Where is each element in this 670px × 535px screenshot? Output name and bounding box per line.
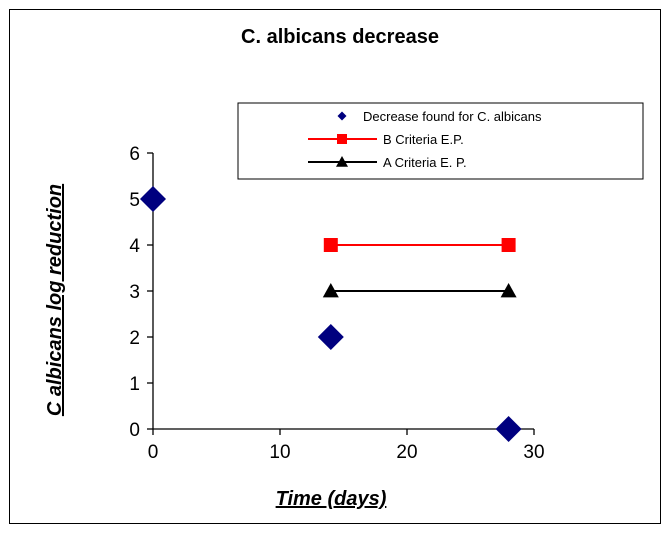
y-tick-label: 4 — [129, 236, 140, 257]
y-tick-label: 3 — [129, 282, 140, 303]
x-tick-labels: 0 10 20 30 — [148, 442, 545, 463]
series-square — [323, 238, 516, 252]
series-diamond — [140, 186, 522, 442]
axes — [147, 152, 535, 435]
legend-label: B Criteria E.P. — [383, 132, 464, 147]
series-layer — [140, 186, 522, 442]
legend-label: A Criteria E. P. — [383, 155, 467, 170]
y-tick-label: 5 — [129, 190, 140, 211]
y-tick-label: 1 — [129, 374, 140, 395]
x-axis-label: Time (days) — [276, 488, 387, 510]
data-point — [323, 238, 338, 252]
legend-marker — [337, 111, 347, 121]
x-tick-label: 30 — [523, 442, 544, 463]
y-tick-label: 2 — [129, 328, 140, 349]
x-tick-label: 10 — [269, 442, 290, 463]
legend-marker — [336, 156, 348, 167]
x-tick-label: 20 — [396, 442, 417, 463]
legend-box — [237, 102, 644, 180]
data-point — [140, 186, 166, 212]
x-tick-label: 0 — [148, 442, 159, 463]
legend: Decrease found for C. albicans B Criteria… — [237, 102, 644, 180]
chart-frame — [9, 9, 661, 524]
y-tick-label: 6 — [129, 144, 140, 165]
chart-title: C. albicans decrease — [241, 26, 439, 48]
legend-marker — [337, 134, 347, 144]
y-tick-labels: 0 1 2 3 4 5 6 — [129, 144, 140, 441]
data-point — [495, 416, 522, 442]
data-point — [501, 238, 516, 252]
y-tick-label: 0 — [129, 420, 140, 441]
y-axis-label: C albicans log reduction — [44, 184, 66, 416]
data-point — [317, 324, 344, 350]
legend-label: Decrease found for C. albicans — [363, 109, 542, 124]
series-triangle — [322, 283, 517, 298]
data-point — [500, 283, 517, 298]
data-point — [322, 283, 339, 298]
